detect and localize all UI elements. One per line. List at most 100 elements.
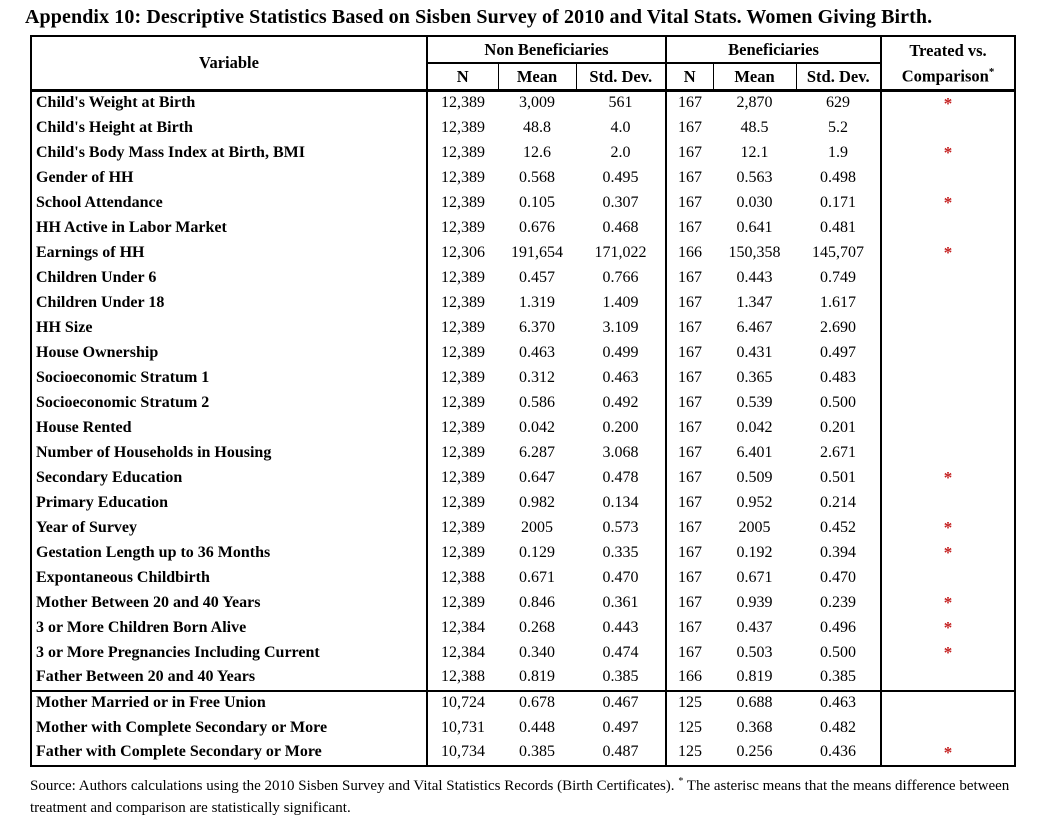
- b-n-cell: 167: [678, 193, 703, 211]
- nb-stddev-cell: 0.468: [576, 215, 668, 241]
- b-n-cell: 167: [678, 393, 703, 411]
- b-mean-cell: 0.042: [736, 418, 773, 436]
- nb-mean-cell: 0.268: [519, 618, 555, 636]
- variable-cell: Earnings of HH: [31, 240, 428, 266]
- significance-cell: [881, 416, 1015, 441]
- nb-stddev-cell: 3.068: [576, 440, 668, 466]
- nb-stddev-cell: 4.0: [576, 115, 668, 141]
- significance-cell: *: [943, 618, 953, 638]
- table-row: Mother Married or in Free Union 10,724 0.6…: [31, 689, 1016, 716]
- variable-cell: Gestation Length up to 36 Months: [31, 540, 428, 566]
- nb-n-cell: 12,389: [441, 493, 485, 511]
- footnote-superscript: *: [678, 775, 684, 787]
- variable-cell: Expontaneous Childbirth: [31, 565, 428, 591]
- b-n-cell: 167: [678, 343, 703, 361]
- variable-cell: Children Under 6: [31, 265, 428, 291]
- b-mean-cell: 0.539: [736, 393, 773, 411]
- variable-cell: Mother Between 20 and 40 Years: [31, 590, 428, 616]
- col-header-treated-vs-comparison: Treated vs. Comparison*: [880, 36, 1016, 92]
- significance-cell: *: [943, 93, 953, 113]
- b-stddev-cell: 0.436: [796, 740, 883, 766]
- significance-cell: *: [943, 643, 953, 663]
- table-row: Mother with Complete Secondary or More 10…: [31, 715, 1015, 741]
- nb-mean-cell: 0.846: [519, 593, 555, 611]
- variable-cell: Socioeconomic Stratum 2: [31, 390, 428, 416]
- nb-mean-cell: 191,654: [511, 243, 563, 261]
- b-n-cell: 167: [678, 493, 703, 511]
- variable-cell: HH Active in Labor Market: [31, 215, 428, 241]
- table-row: Socioeconomic Stratum 2 12,389 0.586 0.492 1…: [31, 390, 1015, 416]
- nb-n-cell: 12,389: [441, 443, 485, 461]
- variable-cell: Father with Complete Secondary or More: [31, 740, 428, 766]
- b-stddev-cell: 0.394: [796, 540, 883, 566]
- nb-n-cell: 12,389: [441, 543, 485, 561]
- nb-n-cell: 12,389: [441, 118, 485, 136]
- nb-stddev-cell: 0.467: [576, 689, 668, 716]
- nb-stddev-cell: 0.478: [576, 465, 668, 491]
- treated-line1: Treated vs.: [909, 41, 987, 60]
- b-mean-cell: 0.688: [713, 689, 797, 716]
- b-stddev-cell: 0.481: [796, 215, 883, 241]
- b-mean-cell: 12.1: [740, 143, 769, 161]
- treated-line2: Comparison: [901, 66, 989, 86]
- b-stddev-cell: 0.470: [796, 565, 883, 591]
- significance-cell: [881, 291, 1015, 316]
- nb-stddev-cell: 1.409: [576, 290, 668, 316]
- b-n-cell: 167: [678, 94, 703, 112]
- nb-n-cell: 12,389: [441, 368, 485, 386]
- b-n-cell: 167: [678, 418, 703, 436]
- b-mean-cell: 0.563: [736, 168, 773, 186]
- b-mean-cell: 150,358: [728, 243, 781, 261]
- nb-n-cell: 12,389: [441, 193, 485, 211]
- b-mean-cell: 0.368: [736, 718, 773, 736]
- b-mean-cell: 2005: [738, 518, 771, 536]
- b-n-cell: 167: [678, 293, 703, 311]
- b-stddev-cell: 0.201: [796, 415, 883, 441]
- nb-n-cell: 12,389: [441, 468, 485, 486]
- table-header: Variable Non Beneficiaries Beneficiaries…: [31, 36, 1016, 93]
- nb-n-cell: 12,389: [441, 318, 485, 336]
- treated-superscript: *: [988, 65, 995, 78]
- nb-mean-cell: 12.6: [523, 143, 551, 161]
- nb-mean-cell: 0.678: [498, 689, 576, 716]
- b-stddev-cell: 0.497: [796, 340, 883, 366]
- b-stddev-cell: 0.385: [796, 665, 883, 691]
- footnote-note-text: The asterisc means that the means differ…: [30, 777, 1010, 817]
- significance-cell: [881, 716, 1015, 741]
- b-mean-cell: 1.347: [736, 293, 773, 311]
- nb-n-cell: 12,389: [441, 168, 485, 186]
- b-stddev-cell: 629: [796, 90, 883, 116]
- col-header-nb-n: N: [426, 62, 499, 93]
- nb-mean-cell: 0.340: [519, 643, 555, 661]
- significance-cell: [881, 491, 1015, 516]
- b-n-cell: 125: [666, 689, 714, 716]
- nb-stddev-cell: 0.474: [576, 640, 668, 666]
- significance-cell: [881, 441, 1015, 466]
- table-row: Year of Survey 12,389 2005 0.573 167 2005 0.45…: [31, 515, 1015, 541]
- table-row: 3 or More Children Born Alive 12,384 0.268…: [31, 615, 1015, 641]
- b-stddev-cell: 1.617: [796, 290, 883, 316]
- nb-n-cell: 12,389: [441, 293, 485, 311]
- b-mean-cell: 0.819: [736, 668, 773, 686]
- b-mean-cell: 0.192: [736, 543, 773, 561]
- table-body: Child's Weight at Birth 12,389 3,009 561 167…: [31, 90, 1016, 766]
- variable-cell: Number of Households in Housing: [31, 440, 428, 466]
- b-mean-cell: 0.443: [736, 268, 773, 286]
- b-mean-cell: 0.939: [736, 593, 773, 611]
- b-n-cell: 125: [678, 718, 703, 736]
- col-header-b-stddev: Std. Dev.: [795, 62, 882, 93]
- table-row: Child's Body Mass Index at Birth, BMI 12,…: [31, 140, 1015, 166]
- table-row: HH Active in Labor Market 12,389 0.676 0.46…: [31, 215, 1015, 241]
- table-row: Children Under 6 12,389 0.457 0.766 167 0.443…: [31, 265, 1015, 291]
- significance-cell: *: [943, 468, 953, 488]
- nb-n-cell: 12,389: [441, 94, 485, 112]
- variable-cell: Primary Education: [31, 490, 428, 516]
- significance-cell: [881, 216, 1015, 241]
- table-row: Mother Between 20 and 40 Years 12,389 0.84…: [31, 590, 1015, 616]
- b-n-cell: 167: [678, 543, 703, 561]
- b-stddev-cell: 0.452: [796, 515, 883, 541]
- variable-cell: Mother Married or in Free Union: [31, 689, 428, 716]
- table-row: Primary Education 12,389 0.982 0.134 167 0.95…: [31, 490, 1015, 516]
- b-n-cell: 167: [678, 168, 703, 186]
